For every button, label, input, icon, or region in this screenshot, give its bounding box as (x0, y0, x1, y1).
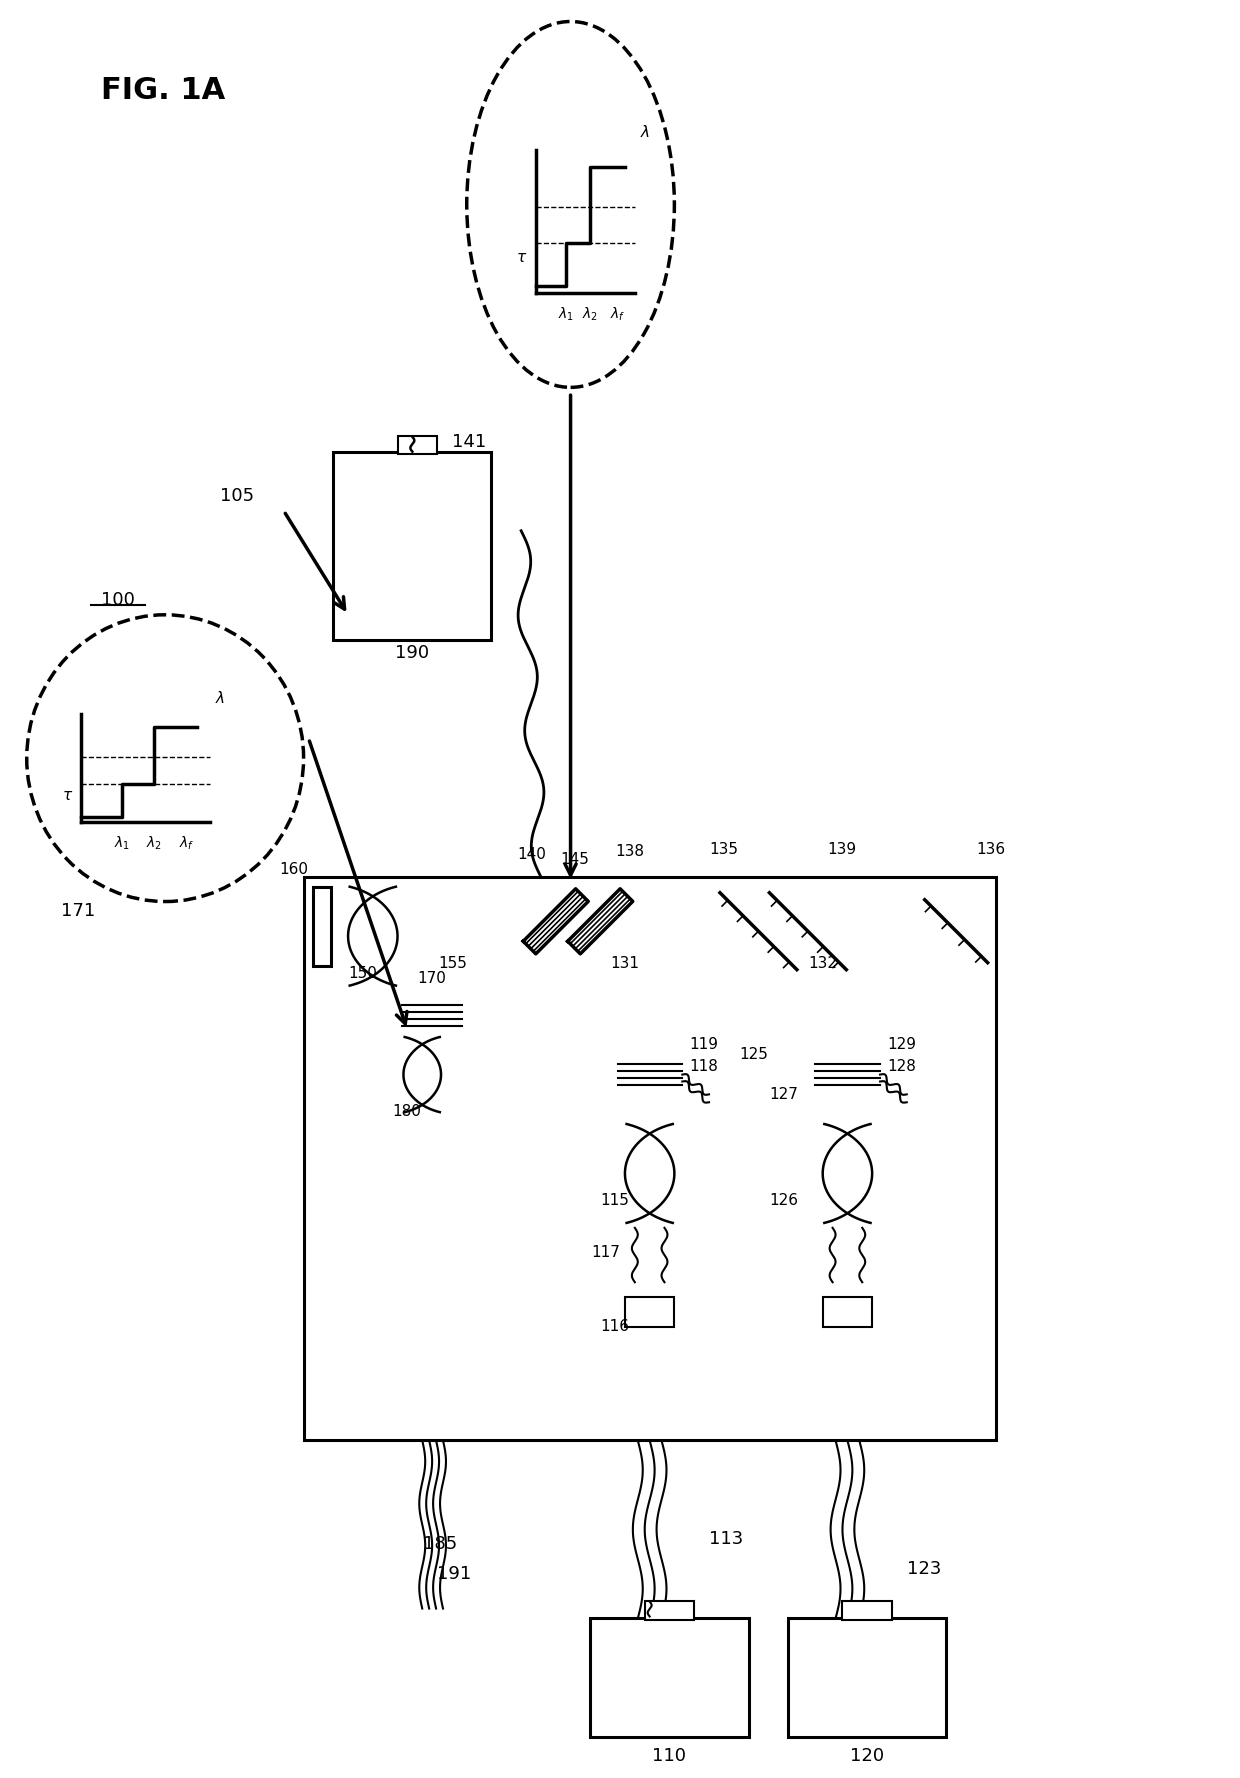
Text: 129: 129 (887, 1037, 916, 1053)
Text: 139: 139 (827, 843, 857, 857)
Text: 117: 117 (591, 1245, 620, 1261)
Text: 136: 136 (976, 843, 1006, 857)
Bar (304, 877, 996, 1440)
Text: 132: 132 (808, 957, 837, 971)
Text: 113: 113 (709, 1531, 743, 1549)
Text: $\tau$: $\tau$ (62, 788, 73, 802)
Text: 185: 185 (423, 1534, 456, 1554)
Text: 131: 131 (611, 957, 640, 971)
Text: 145: 145 (560, 852, 589, 868)
Text: 100: 100 (100, 590, 135, 608)
Text: 128: 128 (887, 1060, 916, 1074)
Text: $\lambda_1$: $\lambda_1$ (114, 834, 130, 852)
Text: 118: 118 (689, 1060, 718, 1074)
Text: 127: 127 (769, 1086, 799, 1102)
Text: 140: 140 (517, 846, 546, 862)
Text: 141: 141 (451, 432, 486, 452)
Bar (842, 1600, 892, 1620)
Text: 115: 115 (600, 1193, 629, 1209)
Text: 123: 123 (906, 1559, 941, 1579)
Text: 171: 171 (61, 903, 95, 921)
Text: 190: 190 (396, 644, 429, 663)
Text: 126: 126 (769, 1193, 799, 1209)
Text: 135: 135 (709, 843, 739, 857)
Bar (645, 1600, 694, 1620)
Text: 110: 110 (652, 1748, 687, 1766)
Text: 138: 138 (615, 845, 644, 859)
Text: 125: 125 (739, 1047, 768, 1061)
Bar (314, 887, 331, 965)
Bar (822, 1298, 872, 1326)
Bar (590, 1618, 749, 1737)
Text: 105: 105 (219, 487, 254, 505)
Text: 119: 119 (689, 1037, 718, 1053)
Text: $\lambda$: $\lambda$ (640, 124, 650, 140)
Text: $\lambda_f$: $\lambda_f$ (610, 306, 626, 322)
Text: FIG. 1A: FIG. 1A (100, 76, 226, 105)
Text: 180: 180 (393, 1104, 422, 1118)
Bar (334, 452, 491, 640)
Text: $\lambda_2$: $\lambda_2$ (146, 834, 162, 852)
Bar (398, 436, 436, 453)
Text: 155: 155 (438, 957, 466, 971)
Text: 170: 170 (418, 971, 446, 985)
Text: 116: 116 (600, 1319, 629, 1334)
Text: 160: 160 (279, 862, 309, 877)
Text: $\lambda_1$: $\lambda_1$ (558, 306, 574, 322)
Bar (625, 1298, 675, 1326)
Text: $\lambda$: $\lambda$ (215, 690, 224, 706)
Text: $\lambda_f$: $\lambda_f$ (179, 834, 193, 852)
Text: 191: 191 (438, 1565, 471, 1582)
Text: 150: 150 (348, 965, 377, 981)
Text: $\tau$: $\tau$ (517, 251, 528, 265)
Text: 120: 120 (851, 1748, 884, 1766)
Text: $\lambda_2$: $\lambda_2$ (583, 306, 599, 322)
Bar (789, 1618, 946, 1737)
